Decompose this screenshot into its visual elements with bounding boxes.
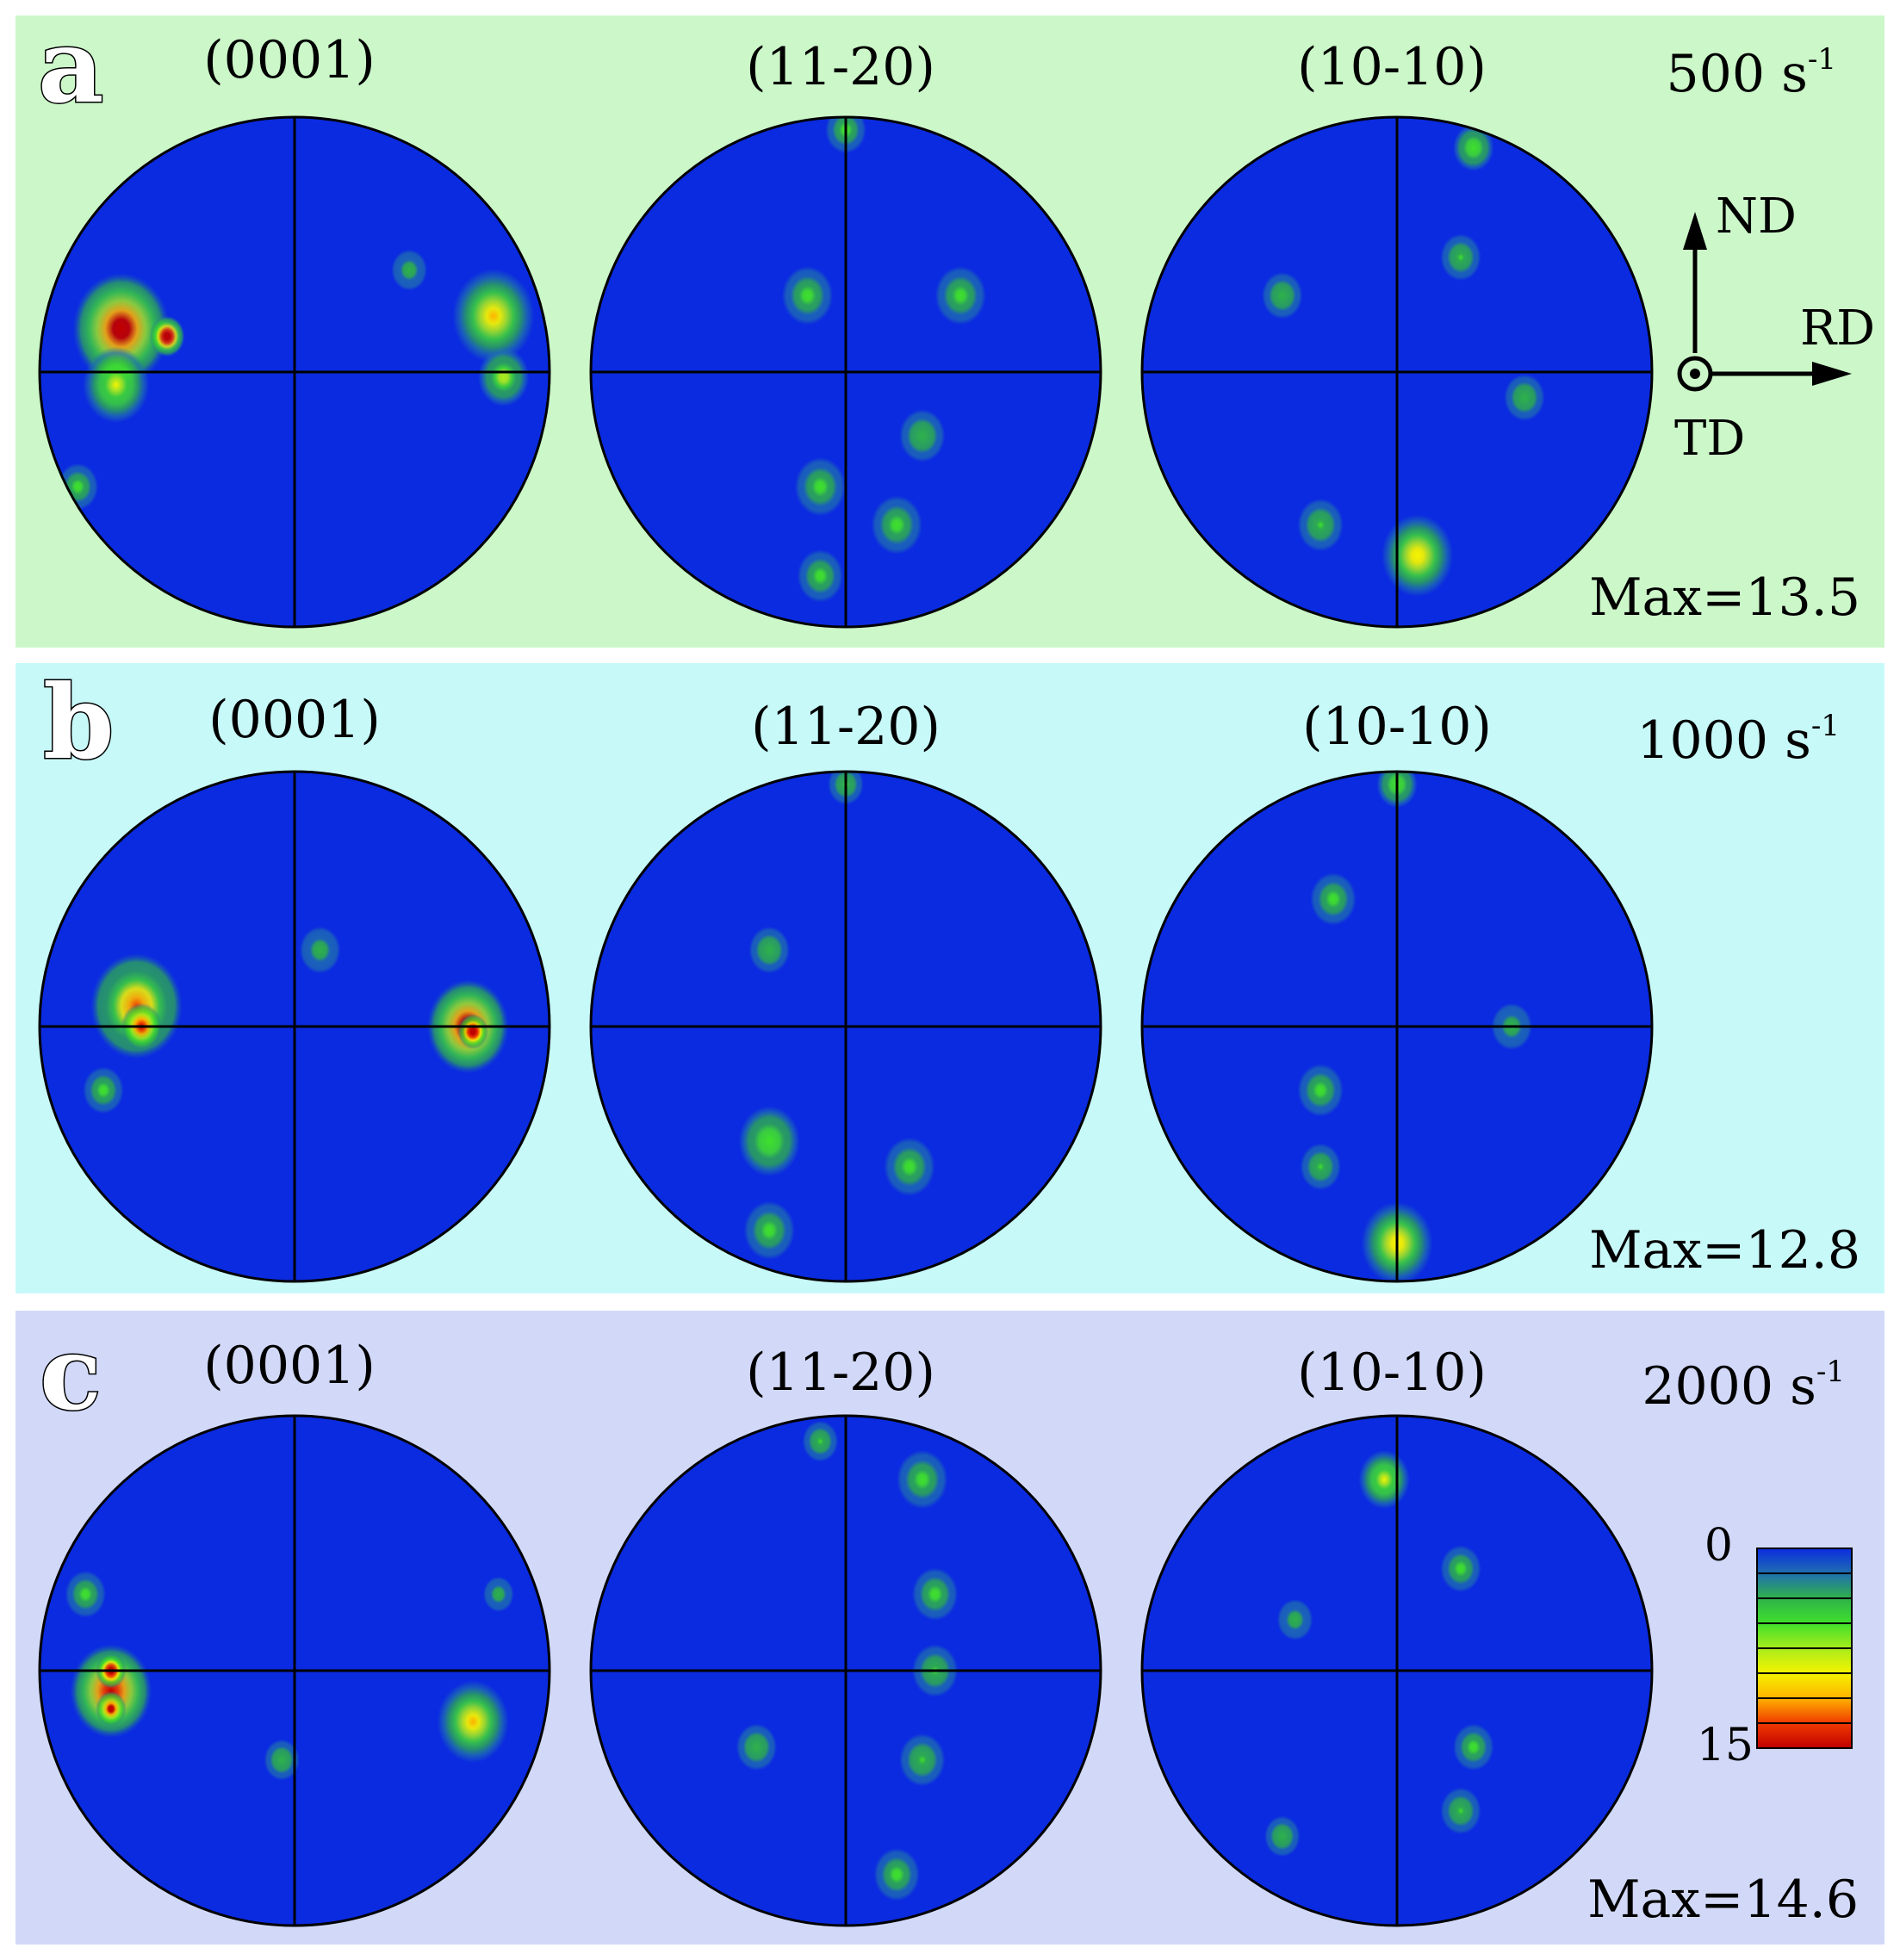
pole-label-b-10-10: (10-10) — [1302, 697, 1492, 757]
intensity-spot — [1440, 1787, 1481, 1835]
max-label-c: Max=14.6 — [1587, 1870, 1859, 1930]
pole-outline — [38, 115, 551, 629]
intensity-spot — [1504, 374, 1545, 421]
intensity-spot — [1453, 124, 1494, 171]
panel-a-letter: a — [38, 6, 103, 126]
intensity-spot — [483, 1576, 514, 1612]
td-label: TD — [1674, 411, 1745, 467]
intensity-spot — [457, 1014, 488, 1050]
pole-outline — [1140, 770, 1654, 1283]
intensity-spot — [934, 266, 986, 326]
pole-figure-a-3 — [1140, 115, 1654, 629]
pole-figure-c-3 — [1140, 1414, 1654, 1927]
td-dot — [1690, 369, 1700, 379]
intensity-spot — [873, 1848, 920, 1901]
max-label-a: Max=13.5 — [1589, 568, 1860, 628]
sample-axes-key: ND RD TD — [1674, 189, 1875, 467]
intensity-spot — [884, 1137, 935, 1196]
intensity-spot — [65, 1570, 106, 1618]
intensity-spot — [478, 347, 530, 406]
max-label-b: Max=12.8 — [1589, 1220, 1860, 1281]
intensity-spot — [802, 1420, 839, 1462]
intensity-spot — [149, 315, 185, 357]
panel-b-letter: b — [43, 662, 115, 782]
pole-label-c-0001: (0001) — [203, 1336, 376, 1396]
intensity-spot — [1382, 514, 1454, 597]
intensity-spot — [782, 266, 834, 326]
intensity-colorbar — [1756, 1548, 1853, 1749]
intensity-spot — [1440, 1545, 1481, 1592]
intensity-spot — [83, 346, 150, 424]
intensity-spot — [911, 1567, 959, 1621]
strain-rate-c: 2000 s-1 — [1642, 1355, 1845, 1417]
pole-figure-a-2 — [589, 115, 1102, 629]
intensity-spot — [1453, 1723, 1494, 1771]
pole-label-a-0001: (0001) — [203, 30, 376, 90]
pole-label-b-0001: (0001) — [208, 690, 381, 750]
intensity-spot — [437, 1680, 509, 1763]
panel-c-letter: c — [40, 1313, 102, 1433]
intensity-spot — [897, 1449, 948, 1510]
pole-outline — [589, 1414, 1102, 1927]
intensity-spot — [1297, 1064, 1344, 1117]
intensity-spot — [391, 249, 427, 291]
pole-label-b-11-20: (11-20) — [751, 697, 941, 757]
intensity-spot — [1300, 1143, 1341, 1191]
pole-figures — [38, 115, 1654, 1927]
intensity-spot — [1297, 498, 1344, 552]
intensity-spot — [1358, 1449, 1410, 1510]
intensity-spot — [1262, 271, 1303, 319]
pole-figure-c-1 — [38, 1414, 551, 1927]
intensity-spot — [794, 457, 847, 517]
strain-rate-b: 1000 s-1 — [1636, 709, 1840, 771]
pole-outline — [38, 1414, 551, 1927]
pole-label-c-11-20: (11-20) — [746, 1343, 935, 1403]
intensity-spot — [871, 495, 922, 555]
intensity-spot — [264, 1739, 300, 1781]
intensity-spot — [738, 1106, 800, 1177]
intensity-spot — [1276, 1598, 1313, 1641]
pole-label-c-10-10: (10-10) — [1297, 1343, 1487, 1403]
pole-outline — [589, 770, 1102, 1283]
pole-figure-a-1 — [38, 115, 551, 629]
pole-figure-b-3 — [1140, 770, 1654, 1283]
intensity-spot — [299, 926, 341, 974]
intensity-spot — [899, 409, 946, 462]
colorbar-min-label: 0 — [1704, 1520, 1733, 1572]
intensity-spot — [96, 1690, 127, 1727]
pole-figure-b-1 — [38, 770, 551, 1283]
pole-outline — [38, 770, 551, 1283]
intensity-spot — [1264, 1815, 1301, 1858]
nd-label: ND — [1716, 189, 1797, 245]
intensity-spot — [743, 1200, 795, 1260]
pole-label-a-10-10: (10-10) — [1297, 37, 1487, 97]
intensity-spot — [797, 549, 844, 603]
pole-outline — [1140, 1414, 1654, 1927]
intensity-spot — [748, 926, 790, 974]
intensity-spot — [1310, 872, 1357, 926]
pole-figure-b-2 — [589, 770, 1102, 1283]
pole-outline — [1140, 115, 1654, 629]
intensity-spot — [736, 1723, 778, 1771]
intensity-spot — [899, 1733, 946, 1787]
intensity-spot — [83, 1066, 124, 1114]
pole-label-a-11-20: (11-20) — [746, 37, 935, 97]
intensity-spot — [452, 269, 535, 363]
rd-arrowhead — [1812, 362, 1852, 386]
pole-figure-c-2 — [589, 1414, 1102, 1927]
pole-outline — [589, 115, 1102, 629]
nd-arrowhead — [1683, 212, 1707, 250]
td-out-of-plane-symbol — [1677, 356, 1713, 392]
rd-label: RD — [1800, 301, 1875, 357]
intensity-spot — [1440, 233, 1481, 282]
strain-rate-a: 500 s-1 — [1666, 42, 1836, 104]
colorbar-max-label: 15 — [1697, 1720, 1754, 1771]
intensity-spot — [70, 1644, 152, 1739]
